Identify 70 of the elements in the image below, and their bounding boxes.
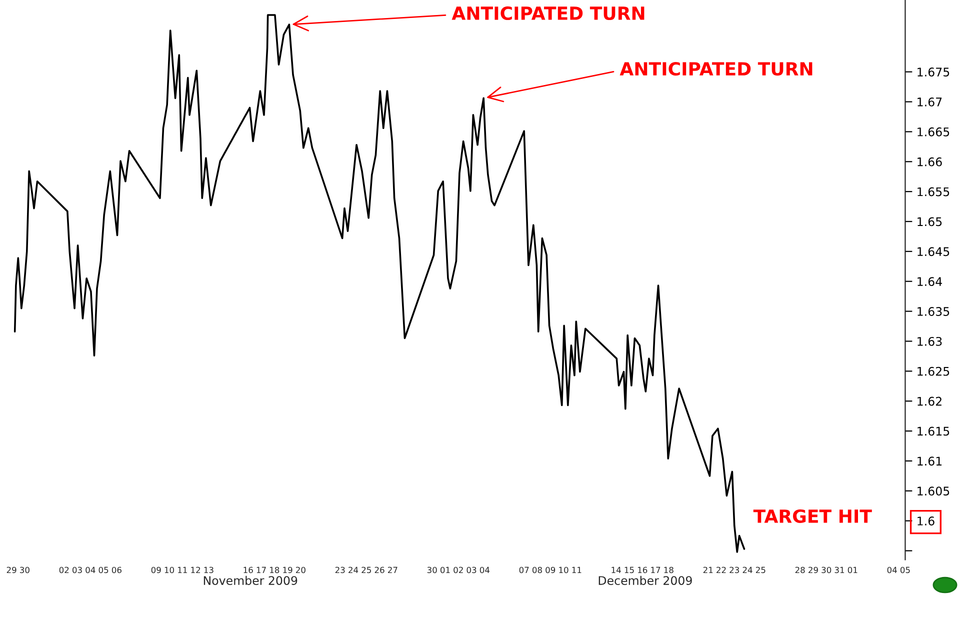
- x-tick-label: 16: [638, 566, 648, 574]
- y-tick-label: 1.625: [918, 366, 950, 376]
- y-tick-label: 1.655: [918, 187, 950, 196]
- y-tick-label: 1.64: [918, 277, 942, 286]
- x-tick-label: 15: [624, 566, 634, 574]
- x-tick-label: 18: [664, 566, 674, 574]
- y-tick-label: 1.66: [918, 157, 942, 166]
- y-tick-label: 1.635: [918, 307, 950, 316]
- x-tick-label: 24: [742, 566, 752, 574]
- x-tick-label: 25: [756, 566, 766, 574]
- x-tick-label: 27: [388, 566, 398, 574]
- x-tick-label: 06: [112, 566, 122, 574]
- x-tick-label: 13: [204, 566, 214, 574]
- x-tick-label: 30: [427, 566, 437, 574]
- x-tick-label: 11: [572, 566, 582, 574]
- x-tick-label: 30: [822, 566, 832, 574]
- y-tick-label: 1.65: [918, 217, 942, 226]
- x-tick-label: 04: [86, 566, 96, 574]
- x-tick-label: 01: [440, 566, 450, 574]
- y-tick-label: 1.61: [918, 456, 942, 466]
- x-tick-label: 12: [191, 566, 200, 574]
- x-tick-label: 03: [466, 566, 476, 574]
- x-tick-label: 22: [716, 566, 726, 574]
- x-tick-label: 10: [164, 566, 174, 574]
- x-tick-label: 09: [546, 566, 556, 574]
- x-tick-label: 04: [887, 566, 897, 574]
- x-tick-label: 23: [335, 566, 345, 574]
- x-tick-label: 10: [559, 566, 568, 574]
- y-tick-label: 1.665: [918, 127, 950, 136]
- x-tick-label: 25: [362, 566, 371, 574]
- x-tick-label: 29: [808, 566, 818, 574]
- x-tick-label: 18: [270, 566, 280, 574]
- x-tick-label: 11: [178, 566, 187, 574]
- x-tick-label: 23: [730, 566, 740, 574]
- x-tick-label: 28: [795, 566, 805, 574]
- annotation: TARGET HIT: [753, 509, 872, 523]
- x-tick-label: 17: [651, 566, 660, 574]
- x-tick-label: 04: [480, 566, 490, 574]
- x-tick-label: 02: [59, 566, 69, 574]
- x-tick-label: 17: [256, 566, 266, 574]
- x-tick-label: 29: [6, 566, 16, 574]
- y-tick-label: 1.67: [918, 97, 942, 106]
- x-tick-label: 02: [454, 566, 463, 574]
- y-tick-label: 1.63: [918, 336, 942, 346]
- x-tick-label: 03: [72, 566, 82, 574]
- x-tick-label: 19: [283, 566, 292, 574]
- x-tick-label: 20: [296, 566, 306, 574]
- x-tick-label: 05: [98, 566, 108, 574]
- x-tick-label: 24: [348, 566, 358, 574]
- y-tick-label: 1.645: [918, 247, 950, 256]
- x-tick-label: 14: [612, 566, 621, 574]
- x-tick-label: 26: [374, 566, 384, 574]
- text: December 2009: [598, 576, 692, 585]
- y-tick-label: 1.6: [918, 516, 934, 526]
- annotation: ANTICIPATED TURN: [620, 62, 812, 76]
- x-tick-label: 05: [900, 566, 910, 574]
- x-tick-label: 07: [519, 566, 529, 574]
- y-tick-label: 1.675: [918, 68, 950, 76]
- annotation: ANTICIPATED TURN: [452, 6, 644, 20]
- y-tick-label: 1.605: [918, 486, 950, 496]
- y-tick-label: 1.62: [918, 396, 942, 406]
- x-tick-label: 16: [244, 566, 253, 574]
- x-tick-label: 30: [20, 566, 30, 574]
- y-tick-label: 1.615: [918, 426, 950, 436]
- x-tick-label: 31: [834, 566, 844, 574]
- x-tick-label: 01: [848, 566, 858, 574]
- x-tick-label: 09: [151, 566, 161, 574]
- text: November 2009: [204, 576, 298, 585]
- x-tick-label: 21: [703, 566, 713, 574]
- x-tick-label: 08: [532, 566, 542, 574]
